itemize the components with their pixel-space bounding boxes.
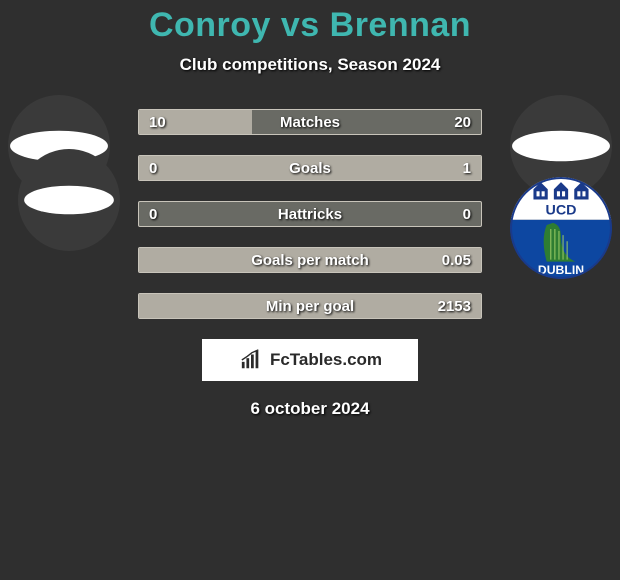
- comparison-content: UCD DUBLIN Matches1020 Goals01 Hattricks0 0…: [0, 109, 620, 419]
- stat-bar: Goals per match0.05: [138, 247, 482, 273]
- stat-bar: Hattricks0 0: [138, 201, 482, 227]
- bar-value-left: 0: [139, 202, 167, 226]
- subtitle: Club competitions, Season 2024: [0, 55, 620, 75]
- club-right-crest: UCD DUBLIN: [510, 177, 612, 279]
- bar-fill-right: [139, 294, 481, 318]
- bar-fill-left: [139, 110, 252, 134]
- stat-bar: Matches1020: [138, 109, 482, 135]
- date-label: 6 october 2024: [0, 399, 620, 419]
- bar-fill-right: [139, 248, 481, 272]
- brand-label: FcTables.com: [270, 350, 382, 370]
- ucd-crest-icon: UCD DUBLIN: [510, 177, 612, 279]
- brand-box: FcTables.com: [202, 339, 418, 381]
- crest-label-top: UCD: [546, 203, 577, 219]
- silhouette-icon: [18, 149, 120, 251]
- stat-bar: Goals01: [138, 155, 482, 181]
- bar-fill-right: [139, 156, 481, 180]
- stat-bar: Min per goal2153: [138, 293, 482, 319]
- bar-value-right: 0: [453, 202, 481, 226]
- bar-value-right: 20: [444, 110, 481, 134]
- club-left-crest: [18, 149, 120, 251]
- comparison-bars: Matches1020 Goals01 Hattricks0 0 Goals per m…: [138, 109, 482, 319]
- bar-label: Hattricks: [139, 202, 481, 226]
- bar-chart-icon: [238, 349, 264, 371]
- page-title: Conroy vs Brennan: [0, 0, 620, 45]
